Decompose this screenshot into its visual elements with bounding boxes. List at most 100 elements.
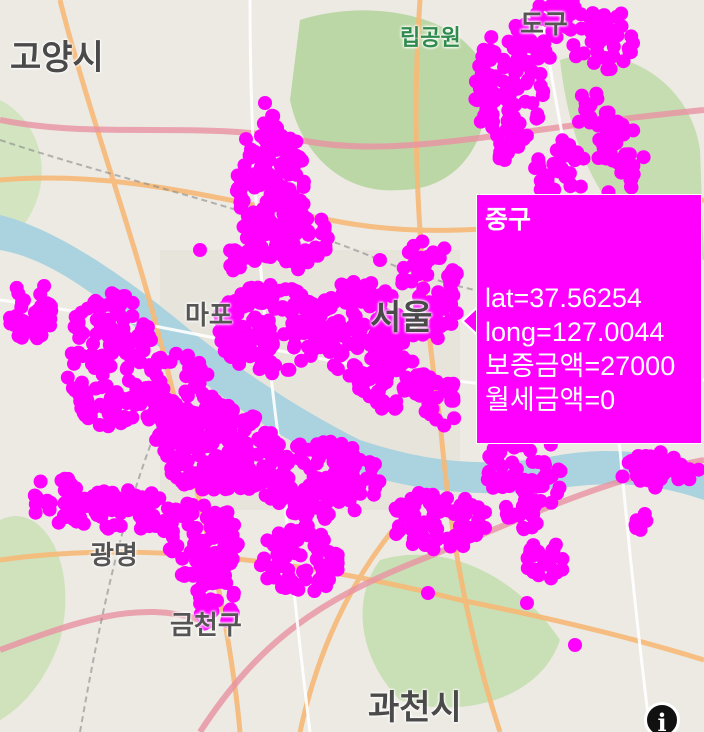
map-marker[interactable]: [185, 506, 200, 521]
map-marker[interactable]: [300, 528, 315, 543]
map-marker[interactable]: [484, 30, 499, 45]
map-marker[interactable]: [499, 507, 514, 521]
map-marker[interactable]: [121, 373, 136, 388]
map-marker[interactable]: [221, 433, 236, 448]
map-marker[interactable]: [239, 436, 254, 451]
map-marker[interactable]: [279, 469, 294, 484]
map-marker[interactable]: [197, 597, 212, 612]
map-marker[interactable]: [563, 179, 578, 194]
map-marker[interactable]: [177, 435, 191, 450]
map-marker[interactable]: [367, 457, 382, 472]
map-marker[interactable]: [507, 56, 522, 71]
map-marker[interactable]: [388, 501, 403, 516]
map-marker[interactable]: [606, 116, 621, 131]
map-marker[interactable]: [517, 27, 532, 42]
map-marker[interactable]: [359, 471, 374, 486]
map-marker[interactable]: [440, 491, 454, 506]
map-marker[interactable]: [157, 355, 172, 370]
map-marker[interactable]: [33, 474, 48, 489]
map-marker[interactable]: [341, 446, 356, 461]
map-marker[interactable]: [394, 333, 409, 348]
map-marker[interactable]: [601, 105, 616, 120]
map-marker[interactable]: [135, 501, 150, 516]
map-marker[interactable]: [344, 467, 359, 482]
map-marker[interactable]: [294, 353, 309, 368]
map-marker[interactable]: [621, 160, 636, 175]
map-marker[interactable]: [303, 461, 318, 476]
map-marker[interactable]: [37, 279, 52, 293]
map-marker[interactable]: [518, 17, 533, 32]
map-marker[interactable]: [317, 219, 332, 234]
map-marker[interactable]: [268, 194, 283, 209]
map-marker[interactable]: [287, 329, 302, 344]
map-marker[interactable]: [421, 586, 435, 600]
map-marker[interactable]: [485, 107, 500, 122]
map-marker[interactable]: [296, 179, 311, 194]
map-marker[interactable]: [265, 108, 280, 123]
map-marker[interactable]: [187, 536, 202, 551]
map-marker[interactable]: [99, 379, 114, 393]
map-marker[interactable]: [295, 153, 309, 168]
map-marker[interactable]: [300, 300, 315, 315]
map-marker[interactable]: [136, 343, 151, 358]
map-marker[interactable]: [506, 41, 521, 56]
map-marker[interactable]: [71, 315, 86, 330]
map-marker[interactable]: [371, 384, 386, 399]
map-marker[interactable]: [108, 400, 123, 415]
map-marker[interactable]: [626, 36, 640, 51]
map-marker[interactable]: [493, 469, 508, 484]
map-marker[interactable]: [475, 49, 490, 64]
map-marker[interactable]: [125, 389, 140, 404]
map-marker[interactable]: [645, 468, 660, 483]
map-marker[interactable]: [250, 447, 265, 462]
map-marker[interactable]: [531, 110, 546, 125]
map-marker[interactable]: [75, 326, 90, 341]
map-marker[interactable]: [277, 327, 291, 342]
map-marker[interactable]: [373, 347, 388, 362]
map-marker[interactable]: [294, 251, 309, 266]
map-marker[interactable]: [615, 469, 630, 484]
map-marker[interactable]: [404, 491, 419, 506]
map-marker[interactable]: [197, 498, 211, 513]
map-marker[interactable]: [578, 102, 593, 117]
map-marker[interactable]: [327, 466, 342, 481]
map-marker[interactable]: [522, 38, 537, 53]
map-marker[interactable]: [330, 548, 345, 562]
map-marker[interactable]: [244, 243, 258, 257]
map-marker[interactable]: [165, 394, 180, 409]
map-marker[interactable]: [226, 588, 241, 603]
map-marker[interactable]: [29, 490, 44, 504]
map-marker[interactable]: [169, 346, 184, 361]
map-marker[interactable]: [250, 227, 264, 242]
map-marker[interactable]: [280, 362, 295, 377]
map-marker[interactable]: [307, 538, 322, 553]
map-marker[interactable]: [56, 508, 71, 523]
map-marker[interactable]: [200, 409, 215, 424]
map-marker[interactable]: [674, 457, 689, 472]
map-marker[interactable]: [600, 62, 615, 77]
map-marker[interactable]: [446, 266, 461, 281]
map-marker[interactable]: [113, 297, 128, 312]
map-marker[interactable]: [200, 367, 215, 382]
map-marker[interactable]: [263, 426, 278, 441]
map-marker[interactable]: [233, 449, 248, 464]
map-marker[interactable]: [288, 581, 303, 596]
map-marker[interactable]: [136, 317, 151, 332]
map-marker[interactable]: [145, 495, 160, 510]
map-marker[interactable]: [94, 324, 109, 338]
map-marker[interactable]: [228, 539, 243, 554]
map-marker[interactable]: [507, 473, 522, 488]
map-marker[interactable]: [244, 142, 258, 157]
map-marker[interactable]: [418, 404, 433, 419]
map-marker[interactable]: [62, 486, 77, 501]
map-marker[interactable]: [216, 541, 231, 556]
map-marker[interactable]: [92, 499, 107, 514]
map-marker[interactable]: [406, 238, 421, 253]
map-marker[interactable]: [544, 571, 558, 586]
map-marker[interactable]: [289, 167, 304, 182]
map-marker[interactable]: [112, 494, 127, 509]
map-marker[interactable]: [589, 86, 604, 101]
map-marker[interactable]: [258, 474, 273, 488]
map-marker[interactable]: [275, 302, 290, 317]
